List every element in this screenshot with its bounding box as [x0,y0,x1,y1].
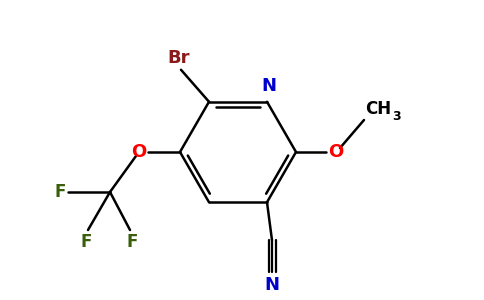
Text: N: N [261,77,276,95]
Text: CH: CH [365,100,391,118]
Text: F: F [126,233,137,251]
Text: O: O [131,143,146,161]
Text: 3: 3 [392,110,401,123]
Text: Br: Br [168,49,190,67]
Text: O: O [328,143,343,161]
Text: F: F [55,183,66,201]
Text: F: F [80,233,91,251]
Text: N: N [264,276,279,294]
